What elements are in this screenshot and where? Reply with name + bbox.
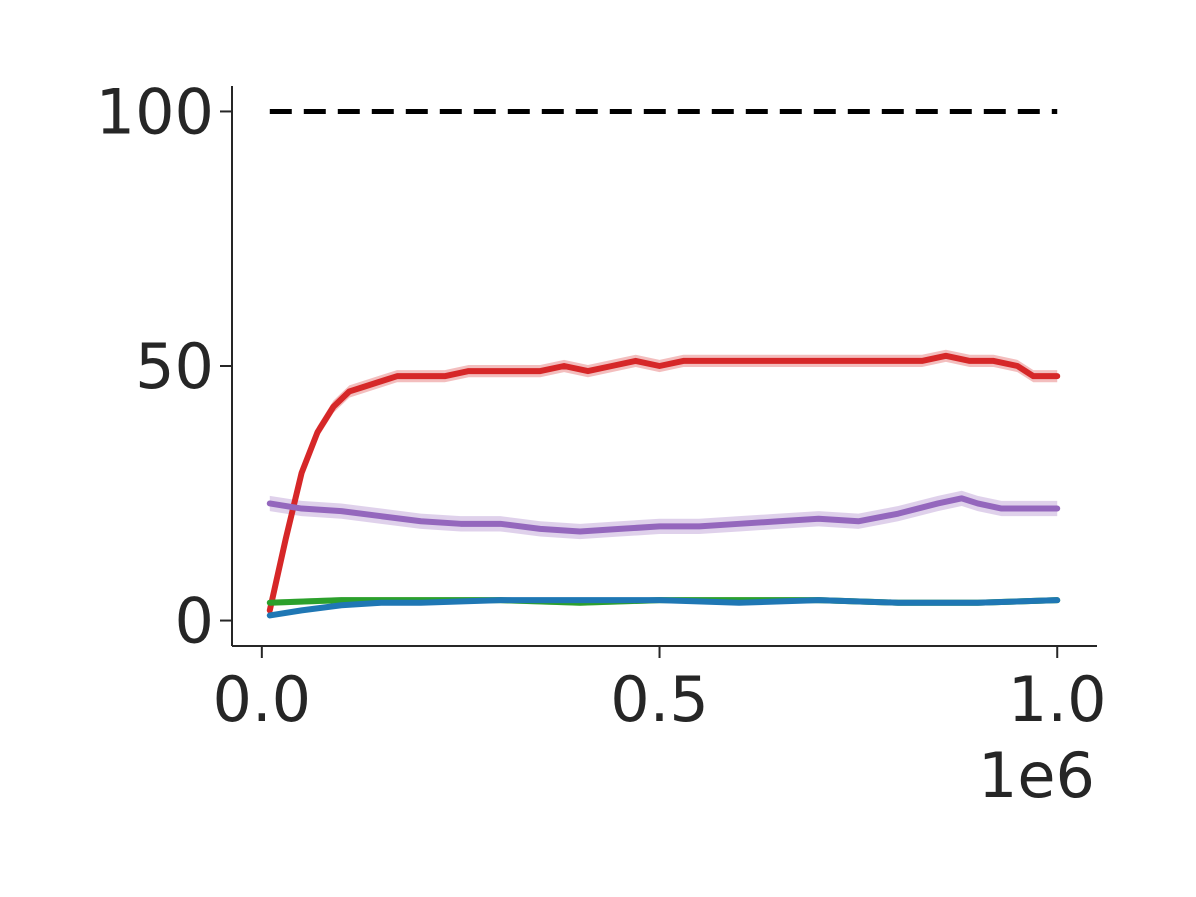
series-0-line: [266, 352, 1061, 614]
series-0-band: [269, 349, 1058, 617]
series-1-line: [266, 495, 1061, 535]
confidence-bands: [269, 349, 1058, 618]
series-1-band: [269, 490, 1058, 540]
y-ticks: 0 50 100: [96, 75, 232, 658]
x-tick-label: 1.0: [1008, 663, 1107, 736]
y-tick-label: 100: [96, 75, 214, 148]
y-tick-label: 0: [175, 585, 214, 658]
x-ticks: 0.0 0.5 1.0: [213, 646, 1107, 736]
series-lines: [266, 352, 1061, 619]
x-tick-label: 0.0: [213, 663, 312, 736]
y-tick-label: 50: [135, 330, 214, 403]
x-tick-label: 0.5: [610, 663, 709, 736]
series-3-line: [266, 597, 1061, 619]
x-offset-label: 1e6: [978, 739, 1095, 812]
